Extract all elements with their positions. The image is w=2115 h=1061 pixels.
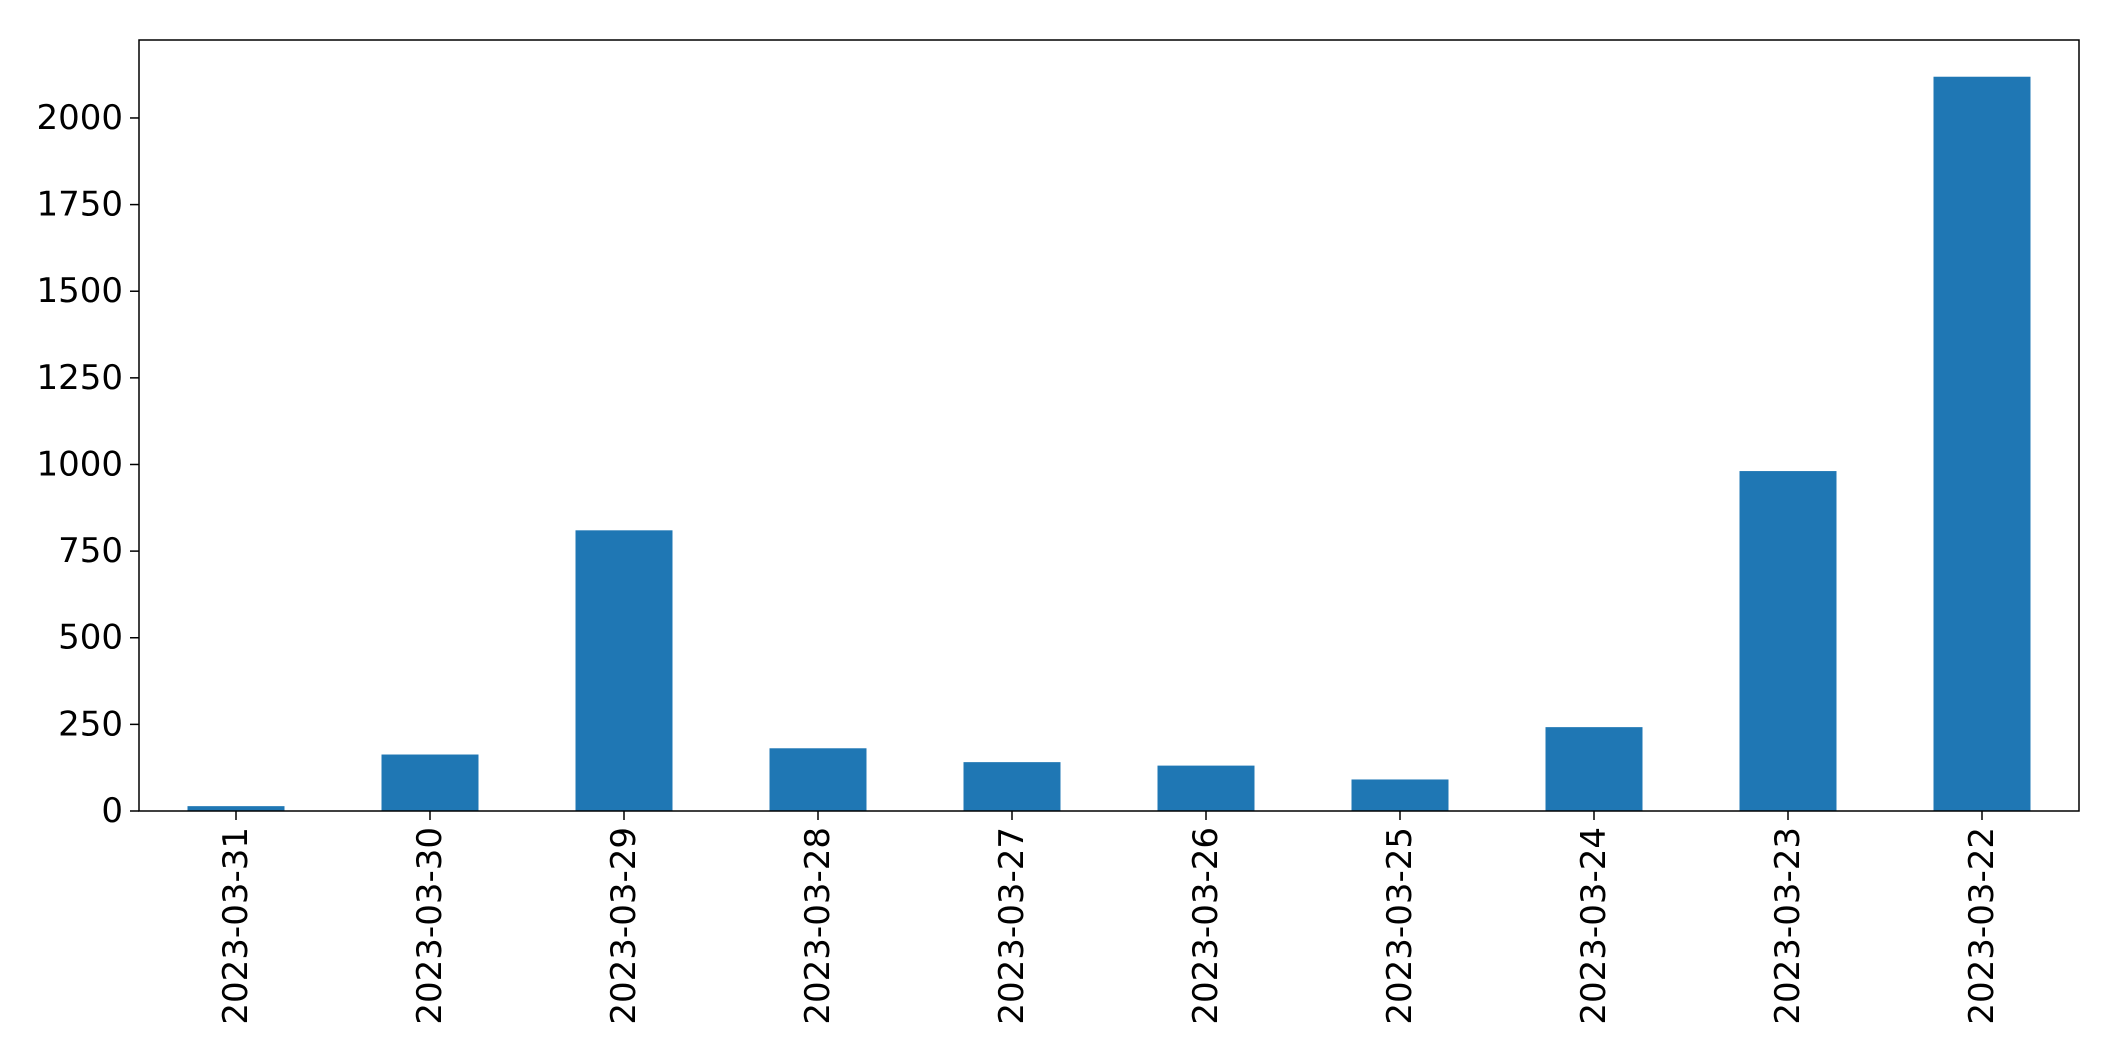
x-tick-label: 2023-03-24 — [1574, 827, 1614, 1025]
bar-2023-03-27 — [963, 762, 1061, 811]
y-tick-label: 250 — [58, 704, 123, 744]
bars-group — [187, 76, 2031, 812]
bar-2023-03-29 — [575, 530, 673, 811]
plot-frame — [138, 39, 2080, 812]
bar-2023-03-28 — [769, 748, 867, 811]
y-tick-label: 0 — [101, 791, 123, 831]
x-tick-label: 2023-03-31 — [216, 827, 256, 1025]
bar-2023-03-26 — [1157, 765, 1255, 811]
x-tick-label: 2023-03-27 — [992, 827, 1032, 1025]
bar-2023-03-31 — [187, 806, 285, 811]
y-tick-label: 1500 — [36, 271, 123, 311]
x-tick-label: 2023-03-29 — [604, 827, 644, 1025]
y-tick-label: 1750 — [36, 185, 123, 225]
bar-2023-03-30 — [381, 754, 479, 811]
x-axis: 2023-03-31 2023-03-30 2023-03-29 2023-03-28… — [216, 811, 2002, 1025]
y-tick-label: 750 — [58, 531, 123, 571]
y-tick-label: 2000 — [36, 98, 123, 138]
bar-2023-03-25 — [1351, 779, 1449, 811]
x-tick-label: 2023-03-30 — [410, 827, 450, 1025]
y-tick-label: 1250 — [36, 358, 123, 398]
x-tick-label: 2023-03-25 — [1380, 827, 1420, 1025]
bar-2023-03-24 — [1545, 727, 1643, 811]
y-tick-label: 1000 — [36, 444, 123, 484]
y-axis: 0 250 500 750 1000 1250 1500 1750 2000 — [36, 98, 139, 831]
x-tick-label: 2023-03-22 — [1962, 827, 2002, 1025]
bar-2023-03-22 — [1933, 76, 2031, 812]
x-tick-label: 2023-03-23 — [1768, 827, 1808, 1025]
y-tick-label: 500 — [58, 618, 123, 658]
x-tick-label: 2023-03-26 — [1186, 827, 1226, 1025]
bar-2023-03-23 — [1739, 471, 1837, 811]
x-tick-label: 2023-03-28 — [798, 827, 838, 1025]
